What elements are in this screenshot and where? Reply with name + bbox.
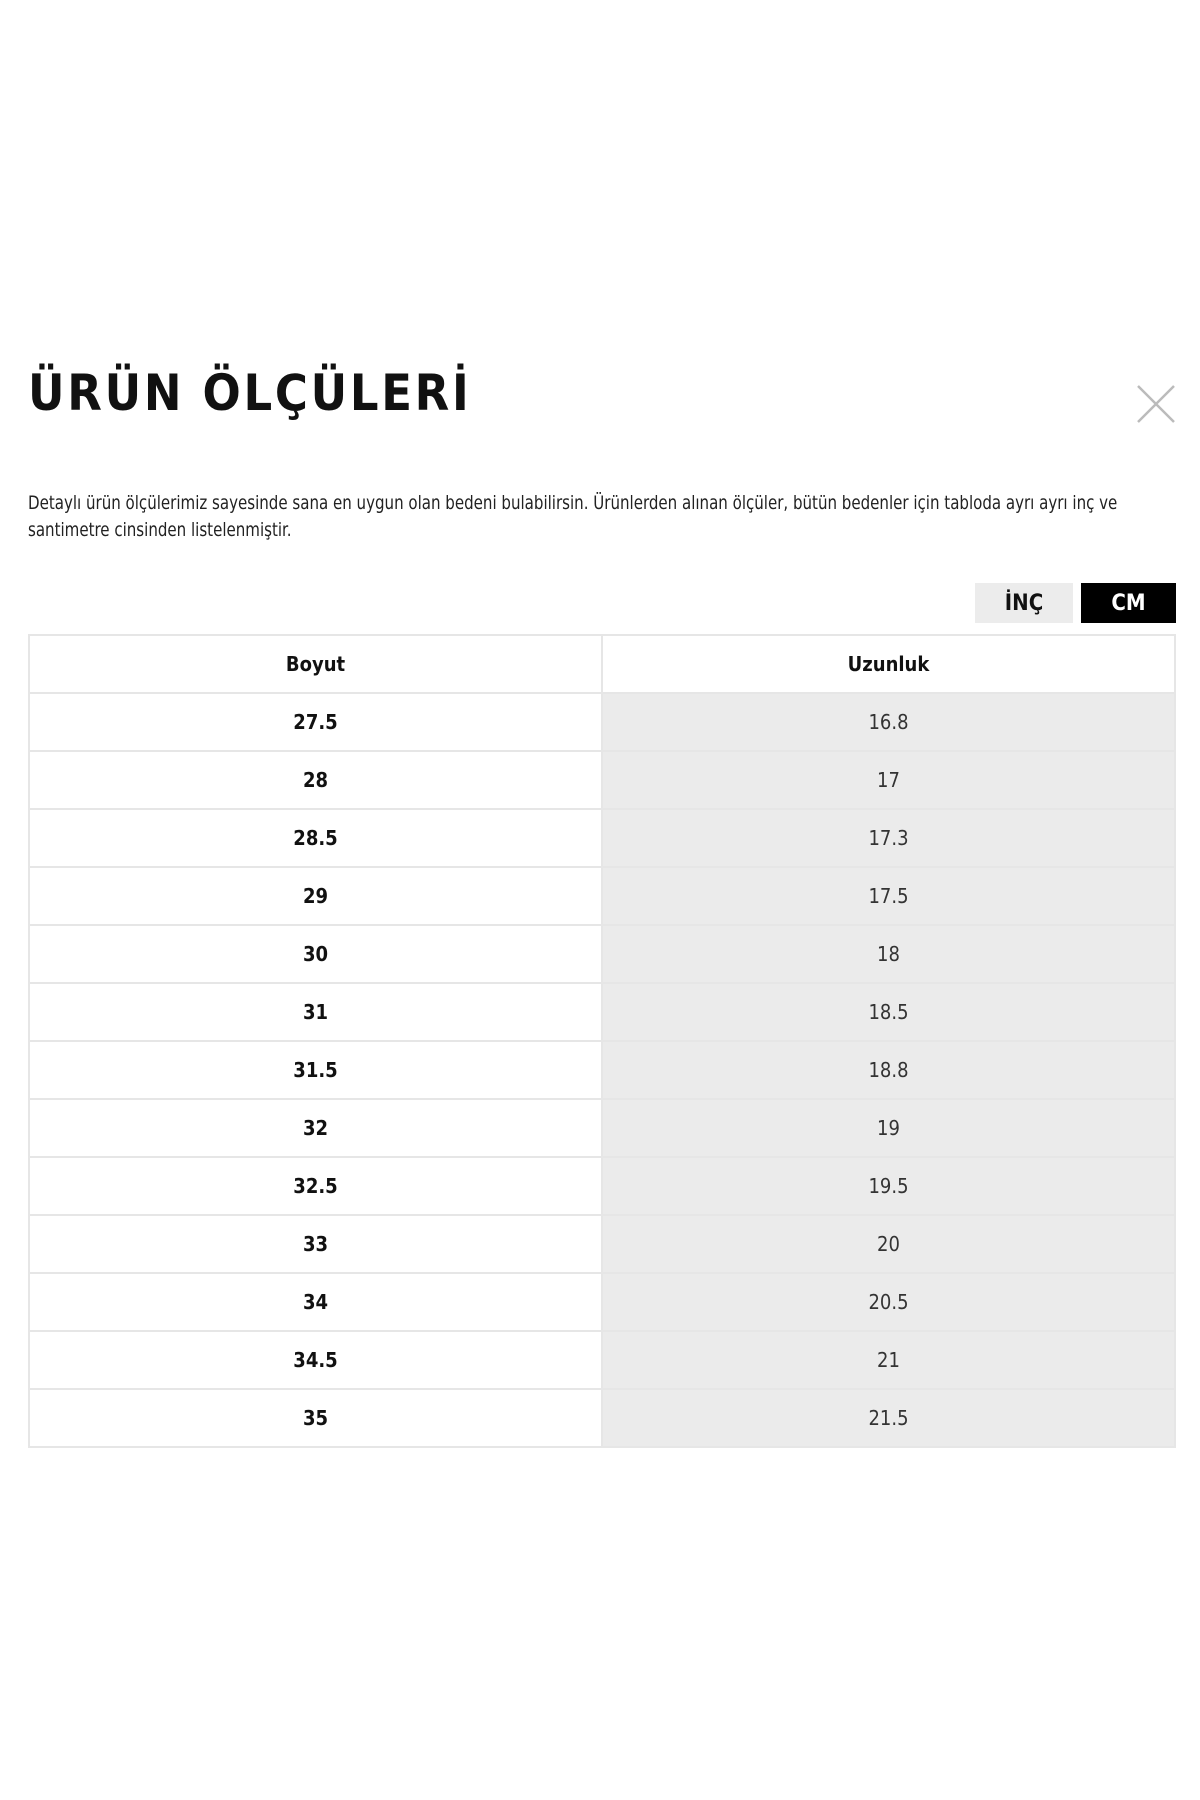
length-cell: 20.5 (601, 1272, 1176, 1332)
table-row: 31 18.5 (28, 982, 1176, 1042)
size-cell: 29 (28, 866, 603, 926)
table-row: 32.5 19.5 (28, 1156, 1176, 1216)
length-cell: 18 (601, 924, 1176, 984)
unit-inch-button[interactable]: İNÇ (975, 583, 1073, 623)
length-cell: 18.5 (601, 982, 1176, 1042)
size-cell: 34 (28, 1272, 603, 1332)
size-cell: 31.5 (28, 1040, 603, 1100)
size-cell: 32 (28, 1098, 603, 1158)
size-cell: 28 (28, 750, 603, 810)
length-cell: 21 (601, 1330, 1176, 1390)
size-cell: 27.5 (28, 692, 603, 752)
length-cell: 18.8 (601, 1040, 1176, 1100)
table-row: 31.5 18.8 (28, 1040, 1176, 1100)
table-row: 35 21.5 (28, 1388, 1176, 1448)
column-header-length: Uzunluk (601, 634, 1176, 694)
table-row: 32 19 (28, 1098, 1176, 1158)
description: Detaylı ürün ölçülerimiz sayesinde sana … (28, 492, 1118, 541)
unit-cm-button[interactable]: CM (1081, 583, 1176, 623)
page-title: ÜRÜN ÖLÇÜLERİ (28, 364, 472, 422)
close-icon (1137, 385, 1175, 423)
table-row: 29 17.5 (28, 866, 1176, 926)
table-row: 34.5 21 (28, 1330, 1176, 1390)
size-table: Boyut Uzunluk 27.5 16.8 28 17 28.5 17.3 29 17.5… (28, 634, 1176, 1448)
size-cell: 28.5 (28, 808, 603, 868)
length-cell: 17.5 (601, 866, 1176, 926)
length-cell: 16.8 (601, 692, 1176, 752)
size-cell: 30 (28, 924, 603, 984)
length-cell: 19.5 (601, 1156, 1176, 1216)
table-row: 30 18 (28, 924, 1176, 984)
size-cell: 31 (28, 982, 603, 1042)
table-row: 28.5 17.3 (28, 808, 1176, 868)
size-cell: 32.5 (28, 1156, 603, 1216)
table-row: 28 17 (28, 750, 1176, 810)
length-cell: 20 (601, 1214, 1176, 1274)
length-cell: 17.3 (601, 808, 1176, 868)
length-cell: 19 (601, 1098, 1176, 1158)
close-button[interactable] (1136, 384, 1176, 424)
length-cell: 21.5 (601, 1388, 1176, 1448)
table-row: 33 20 (28, 1214, 1176, 1274)
table-row: 27.5 16.8 (28, 692, 1176, 752)
table-row: 34 20.5 (28, 1272, 1176, 1332)
size-cell: 34.5 (28, 1330, 603, 1390)
length-cell: 17 (601, 750, 1176, 810)
column-header-size: Boyut (28, 634, 603, 694)
size-cell: 33 (28, 1214, 603, 1274)
size-cell: 35 (28, 1388, 603, 1448)
